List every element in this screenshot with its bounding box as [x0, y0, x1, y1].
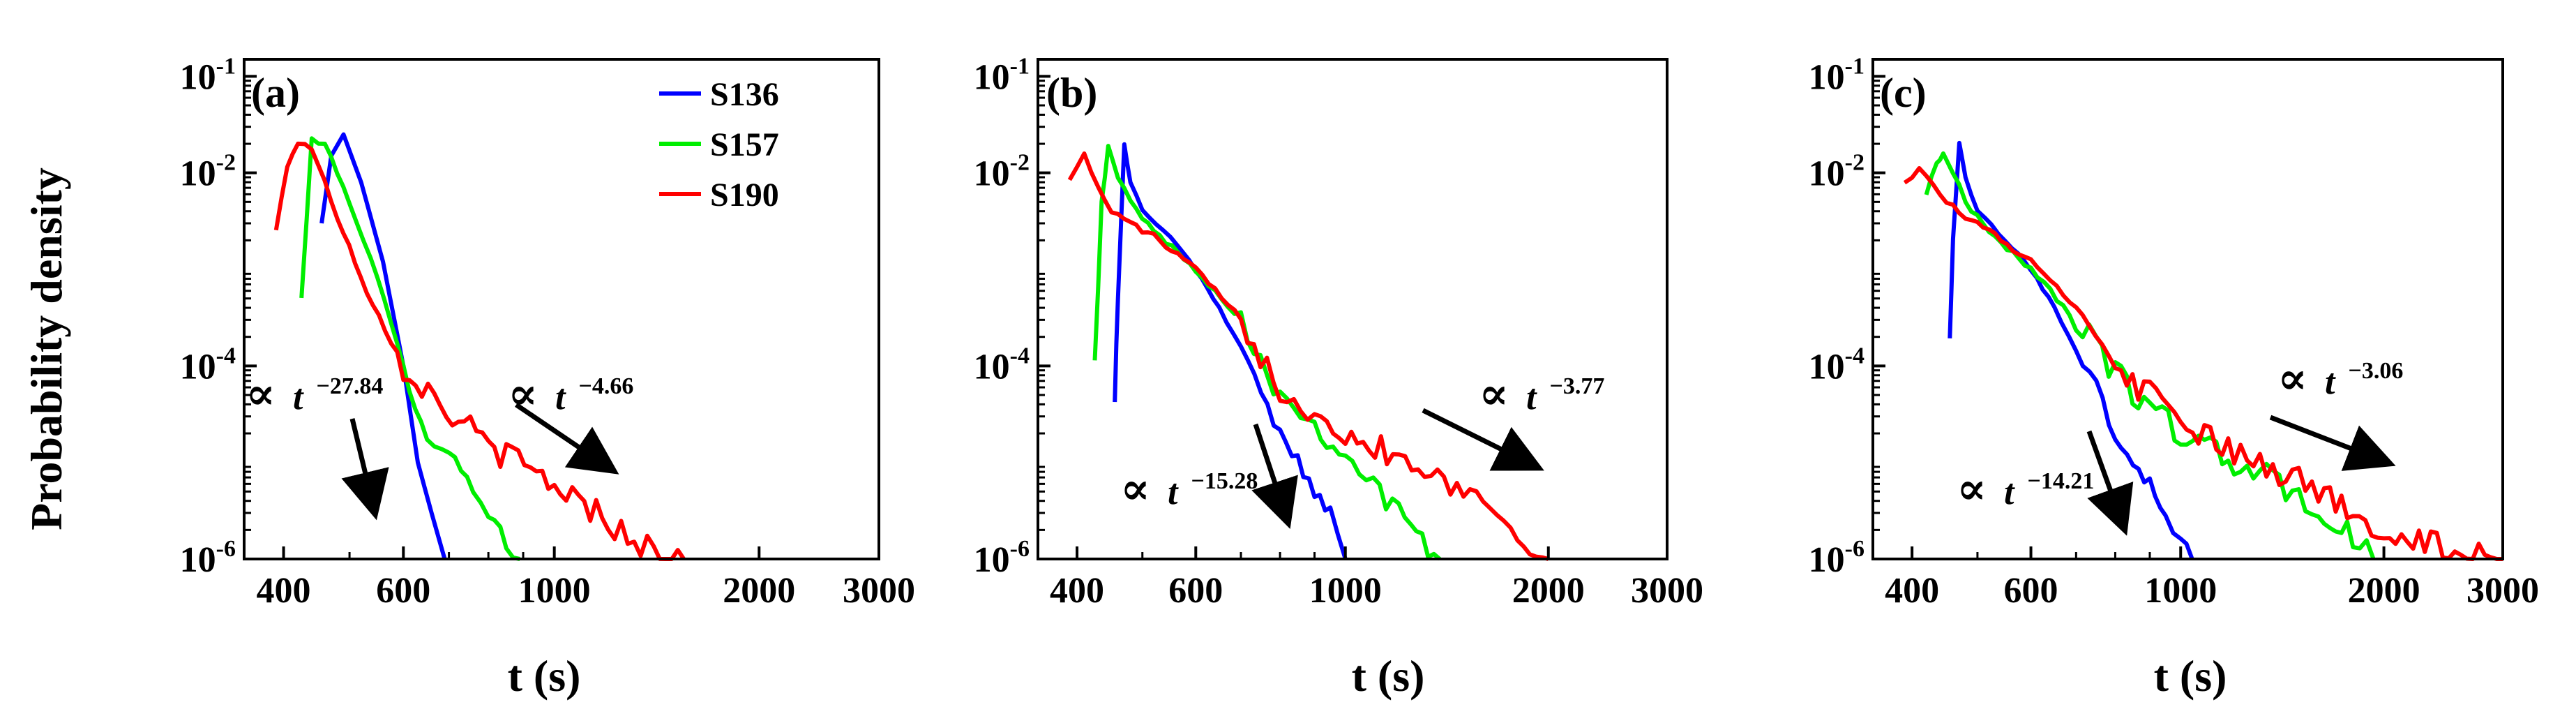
series-line-s136 — [1113, 142, 1348, 560]
series-line-s157 — [1924, 151, 2376, 560]
annotation-c-left-arrow — [2086, 430, 2134, 536]
series-group-c — [1903, 140, 2503, 561]
annotation-c-right: ∝ t −3.06 — [2269, 354, 2403, 471]
y-tick-label: 10-1 — [1809, 53, 1865, 97]
y-axis-label: Probability density — [22, 167, 71, 530]
x-tick-label: 3000 — [2466, 571, 2539, 611]
annotation-a-left-var: t — [293, 378, 304, 417]
y-tick-label: 10-2 — [974, 150, 1030, 194]
y-tick-label: 10-2 — [1809, 150, 1865, 194]
y-tick-label: 10-1 — [974, 53, 1030, 97]
panel-label-a: (a) — [251, 70, 300, 116]
y-tick-label: 10-6 — [974, 536, 1030, 580]
x-tick-label: 1000 — [518, 571, 591, 611]
annotation-b-left-prefix: ∝ — [1120, 464, 1150, 514]
legend-label-s157: S157 — [710, 126, 779, 163]
plot-frame-b — [1037, 58, 1669, 560]
y-ticks-c: 10-6 10-4 10-2 10-1 — [1809, 53, 1885, 580]
annotation-a-left: ∝ t −27.84 — [246, 369, 389, 521]
panel-c: 400 600 1000 2000 3000 10-610-410-210-1 (c) … — [1809, 53, 2539, 701]
x-tick-label: 2000 — [723, 571, 795, 611]
x-axis-label-a: t (s) — [508, 651, 581, 701]
annotation-a-right-arrow — [515, 403, 619, 475]
annotation-b-right: ∝ t −3.77 — [1422, 369, 1604, 471]
x-tick-label: 1000 — [1309, 571, 1382, 611]
y-ticks-b: 10-6 10-4 10-2 10-1 — [974, 53, 1050, 580]
annotation-b-right-arrow — [1422, 408, 1544, 471]
series-group-a — [273, 132, 686, 561]
x-tick-label: 400 — [257, 571, 311, 611]
series-line-s157 — [299, 136, 520, 561]
x-tick-label: 2000 — [1512, 571, 1585, 611]
series-line-s136 — [319, 132, 447, 560]
series-line-s190 — [1903, 166, 2503, 561]
plot-frame-a — [243, 58, 880, 560]
annotation-c-left-var: t — [2004, 472, 2015, 512]
annotation-c-left: ∝ t −14.21 — [1957, 430, 2134, 536]
panel-a: 400 600 1000 2000 3000 10-610-410-210-1 (a) … — [180, 53, 915, 701]
annotation-b-left-arrow — [1251, 423, 1298, 529]
annotation-a-left-exponent: −27.84 — [316, 373, 383, 399]
annotation-c-right-arrow — [2269, 415, 2396, 471]
x-tick-label: 3000 — [843, 571, 915, 611]
x-tick-label: 600 — [1168, 571, 1223, 611]
y-tick-label: 10-6 — [1809, 536, 1865, 580]
x-ticks-b: 400 600 1000 2000 3000 — [1050, 546, 1703, 611]
annotation-c-right-exponent: −3.06 — [2348, 358, 2403, 384]
annotation-b-left: ∝ t −15.28 — [1120, 423, 1298, 529]
annotation-a-left-prefix: ∝ — [246, 369, 276, 419]
legend-label-s190: S190 — [710, 177, 779, 214]
panel-label-c: (c) — [1880, 70, 1927, 116]
x-axis-label-c: t (s) — [2154, 651, 2227, 701]
x-tick-label: 600 — [376, 571, 430, 611]
annotation-c-right-var: t — [2325, 362, 2336, 402]
y-tick-label: 10-2 — [180, 150, 236, 194]
x-tick-label: 400 — [1050, 571, 1104, 611]
annotation-b-left-var: t — [1168, 472, 1179, 512]
x-tick-label: 2000 — [2348, 571, 2420, 611]
x-tick-label: 600 — [2004, 571, 2058, 611]
svg-text:∝ t −27.84: ∝ t −27.84 — [246, 369, 383, 419]
series-line-s136 — [1948, 140, 2194, 560]
x-tick-label: 3000 — [1631, 571, 1703, 611]
svg-text:∝ t −15.28: ∝ t −15.28 — [1120, 464, 1258, 514]
annotation-b-left-exponent: −15.28 — [1191, 468, 1258, 494]
legend-label-s136: S136 — [710, 76, 779, 113]
x-ticks-c: 400 600 1000 2000 3000 — [1885, 546, 2539, 611]
annotation-a-right-exponent: −4.66 — [578, 373, 633, 399]
y-tick-label: 10-6 — [180, 536, 236, 580]
x-ticks-a: 400 600 1000 2000 3000 — [257, 546, 915, 611]
annotation-a-left-arrow — [341, 418, 389, 521]
annotation-b-right-var: t — [1526, 378, 1537, 417]
annotation-c-left-exponent: −14.21 — [2027, 468, 2094, 494]
y-tick-label: 10-4 — [1809, 343, 1865, 387]
series-line-s190 — [273, 141, 686, 561]
annotation-a-right: ∝ t −4.66 — [508, 369, 633, 475]
annotation-a-right-var: t — [555, 378, 566, 417]
legend: S136 S157 S190 — [659, 76, 779, 214]
svg-text:∝ t −14.21: ∝ t −14.21 — [1957, 464, 2094, 514]
y-tick-label: 10-1 — [180, 53, 236, 97]
svg-text:∝ t −3.77: ∝ t −3.77 — [1479, 369, 1604, 419]
plot-frame-c — [1871, 58, 2504, 560]
panel-label-b: (b) — [1046, 70, 1097, 116]
series-group-b — [1067, 142, 1549, 561]
svg-text:∝ t −3.06: ∝ t −3.06 — [2277, 354, 2403, 403]
series-line-s190 — [1067, 151, 1549, 561]
y-tick-label: 10-4 — [180, 343, 236, 387]
x-axis-label-b: t (s) — [1352, 651, 1425, 701]
y-ticks-a: 10-6 10-4 10-2 10-1 — [180, 53, 257, 580]
annotation-b-right-prefix: ∝ — [1479, 369, 1509, 419]
annotation-c-left-prefix: ∝ — [1957, 464, 1987, 514]
x-tick-label: 400 — [1885, 571, 1939, 611]
x-tick-label: 1000 — [2144, 571, 2217, 611]
y-tick-label: 10-4 — [974, 343, 1030, 387]
panel-b: 400 600 1000 2000 3000 10-610-410-210-1 (b) … — [974, 53, 1703, 701]
annotation-c-right-prefix: ∝ — [2277, 354, 2307, 403]
annotation-b-right-exponent: −3.77 — [1549, 373, 1604, 399]
